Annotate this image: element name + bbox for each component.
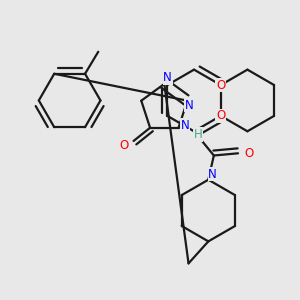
Text: N: N (185, 99, 194, 112)
Text: N: N (208, 168, 217, 181)
Text: O: O (216, 110, 225, 122)
Text: O: O (244, 147, 254, 160)
Text: N: N (181, 119, 190, 132)
Text: O: O (216, 79, 225, 92)
Text: H: H (194, 128, 203, 141)
Text: O: O (119, 139, 128, 152)
Text: N: N (163, 71, 172, 84)
